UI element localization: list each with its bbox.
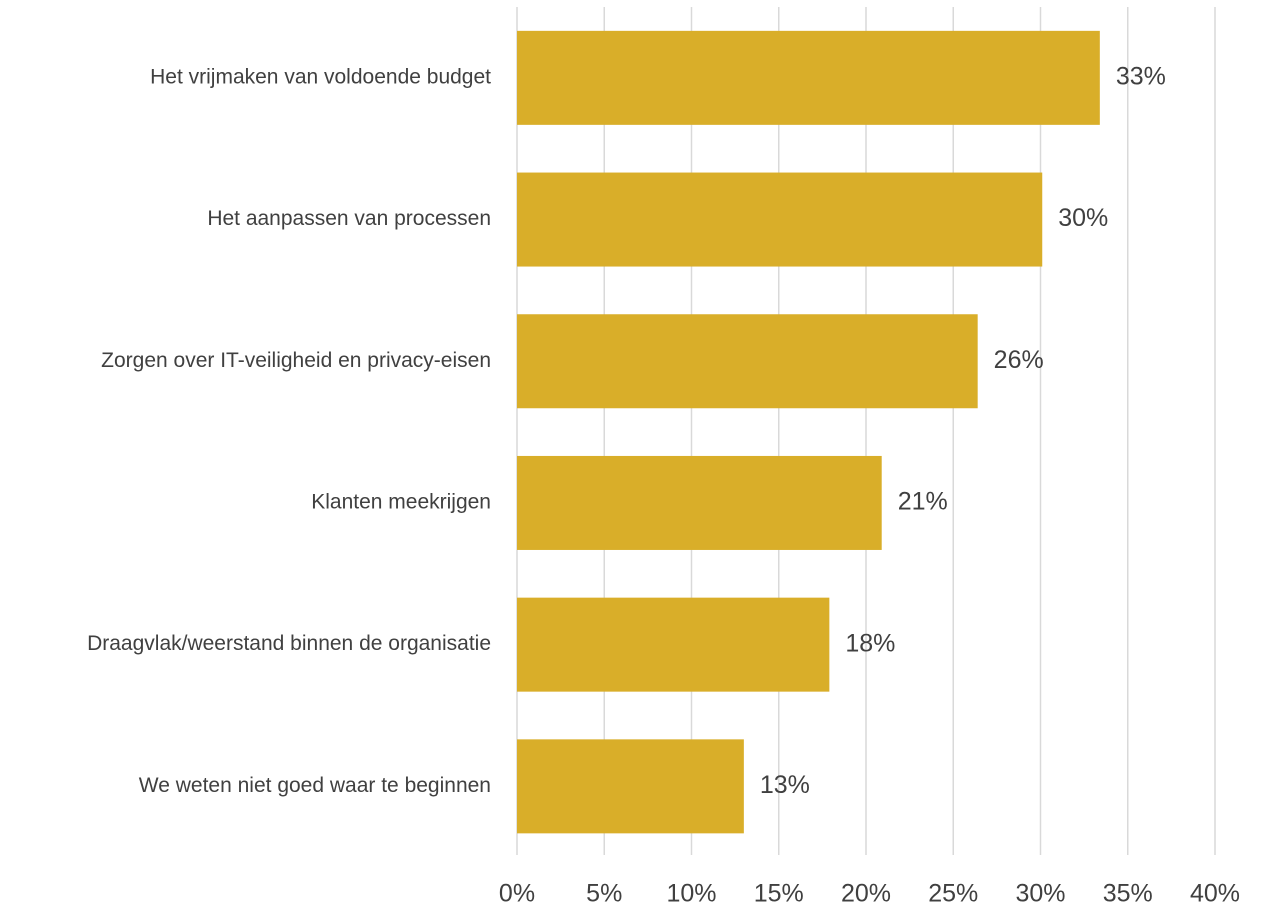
x-tick-label: 20% [841,880,891,908]
bar [517,314,978,409]
category-label: Klanten meekrijgen [311,490,491,513]
data-label: 18% [845,629,895,657]
x-tick-label: 35% [1103,880,1153,908]
labels: 0% 5% 10% 15% 20% 25% 30% 35% 40% Het vrijmaken v… [87,62,1240,907]
bars [517,30,1100,834]
x-tick-label: 30% [1015,880,1065,908]
bar [517,455,882,550]
bar [517,597,830,692]
data-label: 21% [898,488,948,516]
category-label: Het vrijmaken van voldoende budget [150,65,491,88]
x-tick-label: 15% [754,880,804,908]
data-label: 26% [994,346,1044,374]
category-label: Het aanpassen van processen [207,207,491,230]
data-label: 30% [1058,204,1108,232]
category-label: Zorgen over IT-veiligheid en privacy-eis… [101,349,491,372]
x-tick-label: 10% [666,880,716,908]
x-tick-label: 40% [1190,880,1240,908]
data-label: 33% [1116,62,1166,90]
category-label: We weten niet goed waar te beginnen [139,774,491,797]
data-label: 13% [760,771,810,799]
bar [517,30,1100,125]
category-label: Draagvlak/weerstand binnen de organisati… [87,632,491,655]
x-tick-label: 0% [499,880,535,908]
bar [517,172,1043,267]
x-tick-label: 25% [928,880,978,908]
x-tick-label: 5% [586,880,622,908]
bar [517,739,744,834]
gridlines [516,7,1216,855]
